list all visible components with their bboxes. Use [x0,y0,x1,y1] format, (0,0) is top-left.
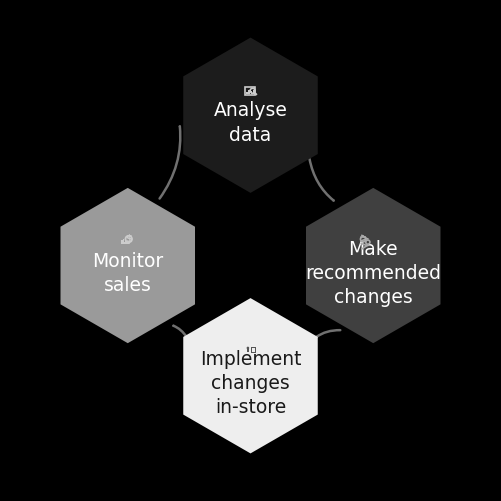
FancyArrowPatch shape [160,126,180,198]
Text: $: $ [125,234,132,244]
Bar [247,348,249,352]
FancyArrowPatch shape [310,159,334,200]
Bar [248,90,250,94]
Bar [253,90,254,94]
Polygon shape [61,188,195,343]
Polygon shape [183,38,318,193]
Polygon shape [306,188,440,343]
Bar [121,242,129,243]
Text: Monitor
sales: Monitor sales [92,252,163,295]
Bar [245,87,255,95]
Bar [250,91,252,94]
FancyArrowPatch shape [173,326,187,338]
Circle shape [246,347,249,349]
Text: Analyse
data: Analyse data [213,101,288,145]
Polygon shape [183,298,318,453]
Bar [123,238,124,241]
Text: Implement
changes
in-store: Implement changes in-store [200,350,301,417]
Bar [121,240,123,241]
Bar [246,92,247,94]
FancyArrowPatch shape [317,330,340,337]
Bar [125,239,126,241]
Text: Make
recommended
changes: Make recommended changes [305,239,441,307]
